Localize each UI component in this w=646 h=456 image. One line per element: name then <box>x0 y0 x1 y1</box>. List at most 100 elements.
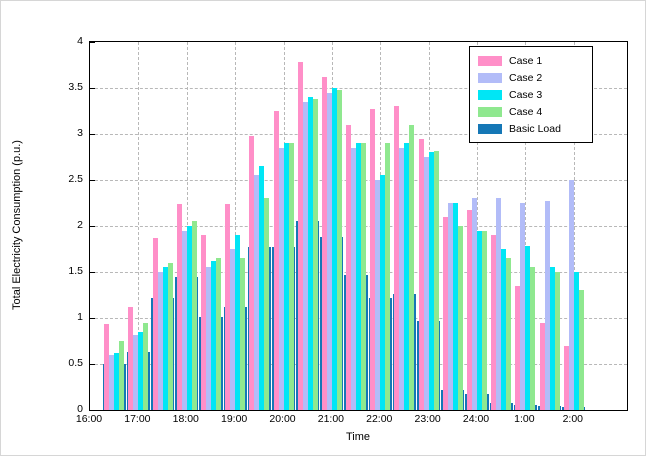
legend-label-case-2: Case 2 <box>509 71 543 84</box>
bar-case-3 <box>573 272 579 410</box>
bar-case-3 <box>452 203 458 410</box>
bar-case-1 <box>515 285 521 410</box>
y-tickmark <box>90 364 95 365</box>
bar-case-3 <box>138 331 144 410</box>
bar-case-2 <box>133 334 139 410</box>
y-tickmark <box>90 42 95 43</box>
bar-case-4 <box>506 258 512 410</box>
bar-case-1 <box>418 138 424 410</box>
y-tick-label: 3.5 <box>68 81 83 93</box>
bar-case-3 <box>307 97 313 410</box>
legend: Case 1 Case 2 Case 3 Case 4 Basic Load <box>469 46 593 143</box>
y-axis-label: Total Electricity Consumption (p.u.) <box>11 140 23 310</box>
y-tick-label: 4 <box>77 35 83 47</box>
bar-case-4 <box>288 143 294 410</box>
x-gridline <box>477 42 479 410</box>
bar-case-2 <box>278 147 284 410</box>
y-tickmark <box>90 272 95 273</box>
y-tickmark <box>90 88 95 89</box>
legend-swatch-case-3 <box>478 89 502 100</box>
bar-case-2 <box>254 175 260 410</box>
legend-entry: Basic Load <box>478 120 584 137</box>
bar-case-1 <box>321 76 327 410</box>
bar-case-1 <box>200 235 206 410</box>
y-gridline <box>90 134 627 135</box>
bar-case-1 <box>346 124 352 410</box>
bar-case-1 <box>152 237 158 410</box>
bar-case-2 <box>375 180 381 410</box>
bar-case-1 <box>467 210 473 410</box>
bar-case-2 <box>399 147 405 410</box>
y-tickmark <box>90 180 95 181</box>
bar-case-2 <box>520 203 526 410</box>
bar-case-4 <box>409 124 415 410</box>
bar-case-3 <box>114 352 120 410</box>
bar-case-1 <box>176 203 182 410</box>
bar-case-4 <box>554 272 560 410</box>
y-tick-label: 2 <box>77 219 83 231</box>
y-tickmark <box>90 226 95 227</box>
bar-case-2 <box>496 198 502 410</box>
bar-case-4 <box>578 290 584 410</box>
bar-case-2 <box>568 180 574 410</box>
x-tick-label: 2:00 <box>562 413 583 425</box>
legend-label-basic-load: Basic Load <box>509 122 561 135</box>
y-tick-label: 0 <box>77 403 83 415</box>
x-axis-label: Time <box>345 431 371 443</box>
bar-case-3 <box>162 267 168 410</box>
x-gridline <box>573 42 575 410</box>
bar-case-3 <box>356 143 362 410</box>
y-tick-label: 0.5 <box>68 357 83 369</box>
bar-case-3 <box>259 166 265 410</box>
bar-case-1 <box>563 345 569 410</box>
bar-case-1 <box>128 306 134 410</box>
bar-case-1 <box>297 62 303 410</box>
y-tickmark <box>90 134 95 135</box>
bar-case-1 <box>539 322 545 410</box>
bar-case-3 <box>428 152 434 410</box>
bar-case-1 <box>273 111 279 410</box>
bar-case-4 <box>361 143 367 410</box>
bar-case-4 <box>240 258 246 410</box>
legend-swatch-case-2 <box>478 72 502 83</box>
bar-case-4 <box>119 341 125 410</box>
legend-swatch-case-4 <box>478 106 502 117</box>
y-tick-label: 2.5 <box>68 173 83 185</box>
bar-case-4 <box>482 230 488 410</box>
bar-case-4 <box>457 226 463 410</box>
bar-case-2 <box>302 101 308 410</box>
bar-case-3 <box>477 230 483 410</box>
bar-case-1 <box>370 109 376 410</box>
bar-case-4 <box>530 267 536 410</box>
y-gridline <box>90 88 627 89</box>
bar-case-1 <box>104 324 110 410</box>
legend-swatch-basic-load <box>478 123 502 134</box>
x-tick-label: 1:00 <box>514 413 535 425</box>
bar-case-3 <box>331 88 337 410</box>
legend-entry: Case 2 <box>478 69 584 86</box>
x-tick-label: 22:00 <box>366 413 393 425</box>
legend-swatch-case-1 <box>478 55 502 66</box>
bar-case-1 <box>394 106 400 410</box>
legend-entry: Case 1 <box>478 52 584 69</box>
legend-label-case-1: Case 1 <box>509 54 543 67</box>
bar-case-1 <box>491 235 497 410</box>
x-tick-label: 23:00 <box>414 413 441 425</box>
bar-case-4 <box>336 89 342 410</box>
bar-case-2 <box>230 249 236 410</box>
bar-case-1 <box>225 203 231 410</box>
x-gridline <box>235 42 237 410</box>
x-tick-label: 20:00 <box>269 413 296 425</box>
bar-case-4 <box>215 258 221 410</box>
bar-case-2 <box>447 203 453 410</box>
x-gridline <box>525 42 527 410</box>
bar-case-3 <box>235 235 241 410</box>
y-tick-label: 1.5 <box>68 265 83 277</box>
bar-case-1 <box>249 135 255 410</box>
bar-case-3 <box>404 143 410 410</box>
x-tick-label: 16:00 <box>75 413 103 425</box>
bar-case-4 <box>143 322 149 410</box>
x-tick-label: 24:00 <box>462 413 490 425</box>
bar-case-2 <box>351 147 357 410</box>
